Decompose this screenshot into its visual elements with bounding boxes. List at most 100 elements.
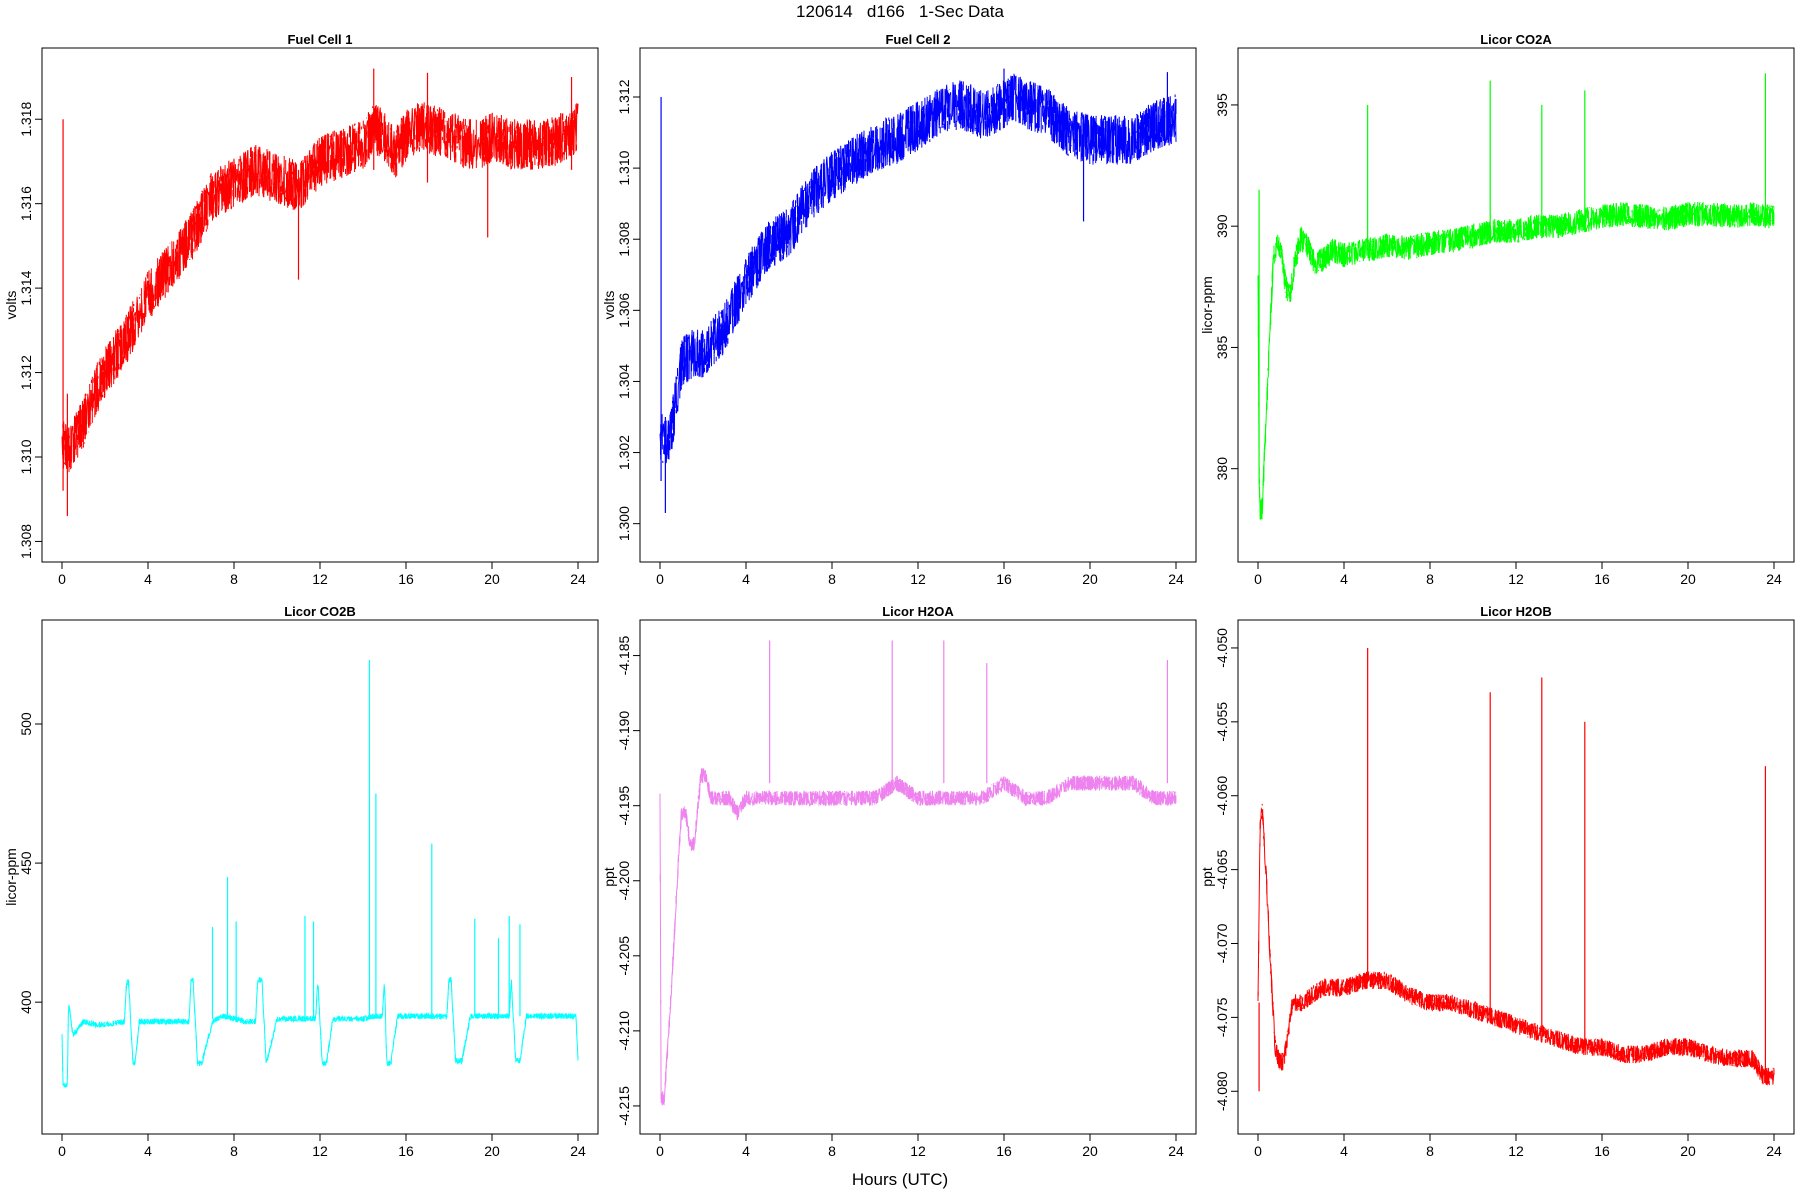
x-tick-label: 4 [742,1143,750,1159]
y-tick-label: 1.318 [18,102,34,137]
figure-title: 120614 d166 1-Sec Data [796,2,1004,21]
y-tick-label: 450 [18,851,34,875]
x-tick-label: 8 [828,1143,836,1159]
series-line [61,977,579,1088]
x-tick-label: 12 [312,1143,328,1159]
spike-group [769,640,1169,784]
data-series-1 [1257,202,1775,520]
x-tick-label: 12 [1508,1143,1524,1159]
y-tick-label: -4.195 [616,786,632,826]
y-axis-label: volts [3,291,19,320]
series-line [659,769,1177,1106]
panel-title: Fuel Cell 2 [885,32,950,47]
y-tick-label: 390 [1214,214,1230,238]
y-axis-label: volts [601,291,617,320]
spike-group [1258,73,1767,469]
spike-group [660,68,1169,513]
y-tick-label: 380 [1214,457,1230,481]
x-tick-label: 20 [484,571,500,587]
x-tick-label: 4 [742,571,750,587]
x-tick-label: 12 [910,1143,926,1159]
x-tick-label: 0 [656,1143,664,1159]
x-tick-label: 20 [1082,571,1098,587]
data-series-1 [1257,803,1775,1086]
x-tick-label: 16 [398,571,414,587]
x-tick-label: 0 [656,571,664,587]
x-tick-label: 24 [570,571,586,587]
y-tick-label: 1.300 [616,506,632,541]
plot-frame [41,619,599,1135]
panel-title: Licor CO2A [1480,32,1552,47]
x-tick-label: 16 [996,1143,1012,1159]
x-tick-label: 8 [230,571,238,587]
panel-title: Fuel Cell 1 [287,32,352,47]
x-tick-label: 16 [1594,1143,1610,1159]
x-tick-label: 8 [1426,1143,1434,1159]
y-tick-label: 1.312 [18,355,34,390]
x-tick-label: 0 [1254,571,1262,587]
y-tick-label: 1.310 [18,439,34,474]
x-tick-label: 20 [484,1143,500,1159]
series-noise-band [61,977,579,1088]
y-tick-label: 500 [18,712,34,736]
x-tick-label: 8 [230,1143,238,1159]
y-tick-label: 1.308 [18,524,34,559]
y-tick-label: -4.055 [1214,702,1230,742]
data-series-1 [61,977,579,1088]
x-tick-label: 8 [828,571,836,587]
x-tick-label: 4 [144,571,152,587]
panel-title: Licor H2OA [882,604,954,619]
x-tick-label: 16 [996,571,1012,587]
y-tick-label: -4.215 [616,1086,632,1126]
x-tick-label: 0 [58,1143,66,1159]
chart-panel-3: Licor CO2A licor-ppm 0 4 8 12 16 20 24 380 385 390 3… [1199,32,1795,587]
x-tick-label: 20 [1680,1143,1696,1159]
y-tick-label: 1.308 [616,221,632,256]
panel-title: Licor CO2B [284,604,356,619]
x-tick-label: 4 [1340,571,1348,587]
x-tick-label: 20 [1680,571,1696,587]
chart-panel-5: Licor H2OA ppt 0 4 8 12 16 20 24 -4.215 -4.210 -4.2… [601,604,1197,1159]
y-axis-label: ppt [1199,867,1215,887]
x-tick-label: 4 [1340,1143,1348,1159]
y-axis-label: ppt [601,867,617,887]
chart-panel-2: Fuel Cell 2 volts 0 4 8 12 16 20 24 1.300 1.302 1.3… [601,32,1197,587]
x-tick-label: 0 [58,571,66,587]
data-series-1 [61,102,579,473]
series-noise-band [62,102,578,473]
x-tick-label: 12 [1508,571,1524,587]
x-tick-label: 20 [1082,1143,1098,1159]
y-axis-label: licor-ppm [3,848,19,906]
y-tick-label: -4.210 [616,1011,632,1051]
y-tick-label: -4.075 [1214,997,1230,1037]
x-tick-label: 24 [1168,571,1184,587]
x-tick-label: 16 [1594,571,1610,587]
y-tick-label: -4.070 [1214,923,1230,963]
data-series-1 [659,768,1177,1106]
x-tick-label: 12 [312,571,328,587]
panel-title: Licor H2OB [1480,604,1552,619]
x-axis-title: Hours (UTC) [851,1170,949,1189]
y-tick-label: 1.316 [18,186,34,221]
y-axis-label: licor-ppm [1199,276,1215,334]
x-tick-label: 24 [570,1143,586,1159]
spike-group [211,660,521,1019]
y-tick-label: 400 [18,990,34,1014]
series-noise-band [1257,202,1775,520]
y-tick-label: -4.205 [616,936,632,976]
x-tick-label: 4 [144,1143,152,1159]
y-tick-label: 1.304 [616,364,632,399]
series-noise-band [660,73,1177,464]
spike-group [1258,647,1767,1092]
data-series-1 [659,73,1177,464]
y-tick-label: -4.190 [616,711,632,751]
y-tick-label: 1.306 [616,293,632,328]
y-tick-label: 1.310 [616,150,632,185]
x-tick-label: 24 [1766,1143,1782,1159]
y-tick-label: -4.185 [616,636,632,676]
chart-panel-6: Licor H2OB ppt 0 4 8 12 16 20 24 -4.080 -4.075 -4.0… [1199,604,1795,1159]
series-noise-band [1257,803,1775,1086]
y-tick-label: 1.314 [18,270,34,305]
series-line [1257,807,1775,1086]
